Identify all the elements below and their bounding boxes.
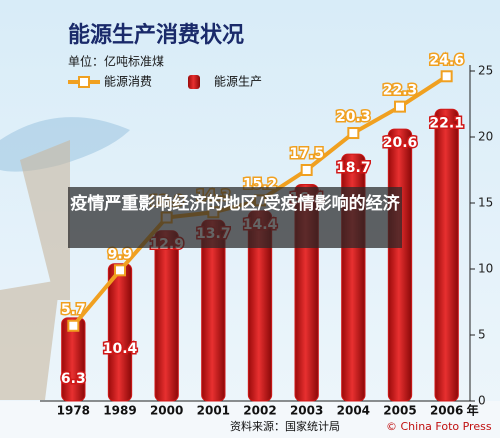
x-tick-label: 2004: [337, 404, 370, 418]
x-tick-label: 2000: [150, 404, 183, 418]
x-tick-label: 1978: [57, 404, 90, 418]
line-marker: [300, 164, 313, 176]
x-axis-label: 年: [467, 403, 479, 418]
y-tick-label: 20: [478, 130, 493, 144]
value-label: 17.5: [289, 146, 324, 162]
x-tick-label: 2001: [197, 404, 230, 418]
value-label: 10.4: [103, 341, 138, 357]
line-marker: [347, 127, 360, 140]
x-tick-label: 2006: [430, 404, 463, 418]
line-marker: [67, 319, 80, 332]
value-label: 5.7: [61, 302, 86, 318]
chart-title: 能源生产消费状况: [68, 22, 244, 48]
bar: [154, 230, 179, 402]
bar: [61, 317, 86, 402]
unit-label: 单位：亿吨标准煤: [68, 54, 164, 69]
footer-band: [0, 401, 500, 438]
value-label: 9.9: [108, 246, 133, 262]
value-label: 22.3: [383, 83, 418, 99]
legend-swatch: [188, 75, 200, 89]
bar: [387, 128, 413, 402]
x-tick-label: 1989: [103, 404, 136, 418]
line-marker: [394, 100, 406, 113]
source: 资料来源：国家统计局: [230, 419, 340, 433]
x-tick-label: 2002: [243, 404, 276, 418]
bar: [434, 108, 459, 402]
y-tick-label: 15: [478, 196, 493, 210]
value-label: 6.3: [61, 371, 86, 387]
legend-label: 能源生产: [214, 75, 262, 89]
credit: © China Foto Press: [386, 420, 492, 433]
value-label: 22.1: [429, 115, 464, 131]
y-tick-label: 25: [478, 64, 493, 78]
line-marker: [440, 70, 453, 83]
overlay-caption: 疫情严重影响经济的地区/受疫情影响的经济: [68, 187, 402, 248]
y-tick-label: 5: [478, 328, 486, 342]
y-tick-label: 10: [478, 262, 493, 276]
value-label: 24.6: [429, 52, 464, 68]
y-tick-label: 0: [478, 394, 486, 408]
bar: [107, 263, 133, 402]
value-label: 20.6: [383, 135, 418, 151]
legend-label: 能源消费: [104, 75, 152, 89]
x-tick-label: 2005: [383, 404, 416, 418]
x-tick-label: 2003: [290, 404, 323, 418]
line-marker: [114, 264, 126, 277]
decor: [0, 140, 70, 400]
value-label: 20.3: [336, 109, 371, 125]
value-label: 18.7: [336, 160, 371, 176]
legend-swatch: [78, 76, 90, 88]
